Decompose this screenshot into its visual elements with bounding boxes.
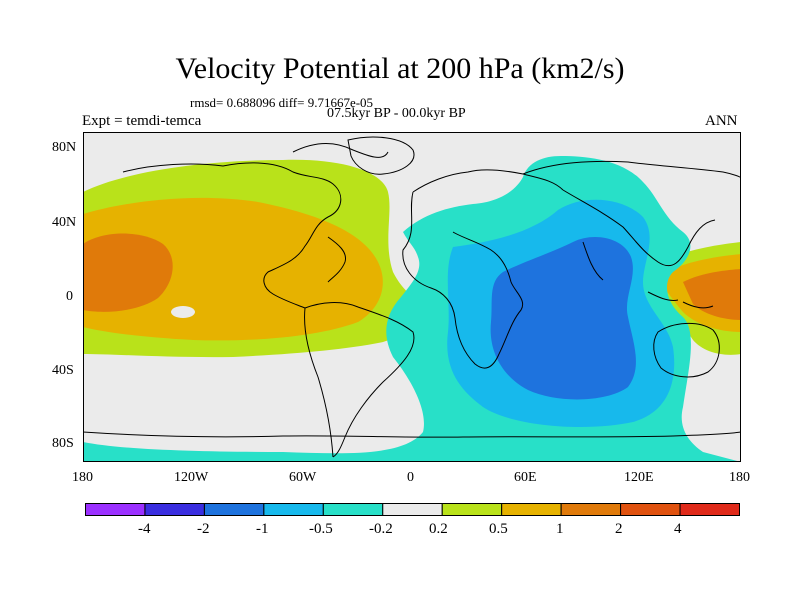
velocity-potential-map	[83, 132, 741, 462]
contour-fill-layer	[83, 156, 741, 462]
colorbar-label-1: 1	[556, 521, 564, 537]
lon-label-60e: 60E	[514, 470, 537, 485]
colorbar-swatch	[501, 503, 562, 516]
lat-label-40s: 40S	[52, 363, 74, 378]
map-border	[83, 132, 741, 462]
lat-label-40n: 40N	[52, 215, 77, 230]
contour-0-5-region	[83, 197, 383, 341]
season-label: ANN	[705, 113, 738, 129]
colorbar-swatch	[560, 503, 622, 516]
colorbar-swatch	[322, 503, 384, 516]
colorbar-swatch	[85, 503, 146, 516]
colorbar-swatch	[203, 503, 265, 516]
time-period-label: 07.5kyr BP - 00.0kyr BP	[327, 106, 466, 121]
colorbar-label-minus-2: -2	[197, 521, 210, 537]
chart-title: Velocity Potential at 200 hPa (km2/s)	[175, 52, 625, 85]
lon-label-180w: 180	[72, 470, 93, 485]
lon-label-120w: 120W	[174, 470, 209, 485]
contour-minus-1-region	[490, 237, 636, 400]
rmsd-diff-stats: rmsd= 0.688096 diff= 9.71667e-05	[190, 95, 374, 110]
contour-small-low-patch	[171, 306, 195, 318]
colorbar	[85, 503, 740, 516]
colorbar-swatch	[144, 503, 205, 516]
colorbar-label-0-2: 0.2	[429, 521, 448, 537]
lon-label-180e: 180	[729, 470, 750, 485]
colorbar-label-minus-0-2: -0.2	[369, 521, 393, 537]
colorbar-label-0-5: 0.5	[489, 521, 508, 537]
lat-label-80s: 80S	[52, 436, 74, 451]
lat-label-equator: 0	[66, 289, 73, 304]
colorbar-swatch	[263, 503, 324, 516]
colorbar-swatch	[679, 503, 740, 516]
experiment-label: Expt = temdi-temca	[82, 113, 202, 129]
lon-label-60w: 60W	[289, 470, 317, 485]
colorbar-label-minus-4: -4	[138, 521, 151, 537]
lon-label-0: 0	[407, 470, 414, 485]
contour-1-region	[83, 233, 173, 312]
colorbar-label-minus-0-5: -0.5	[309, 521, 333, 537]
colorbar-swatch	[382, 503, 443, 516]
colorbar-swatches	[85, 503, 740, 516]
lon-label-120e: 120E	[624, 470, 654, 485]
colorbar-swatch	[441, 503, 503, 516]
colorbar-label-4: 4	[674, 521, 682, 537]
colorbar-swatch	[620, 503, 681, 516]
colorbar-label-minus-1: -1	[256, 521, 269, 537]
colorbar-label-2: 2	[615, 521, 623, 537]
lat-label-80n: 80N	[52, 140, 77, 155]
coastlines	[83, 136, 741, 458]
